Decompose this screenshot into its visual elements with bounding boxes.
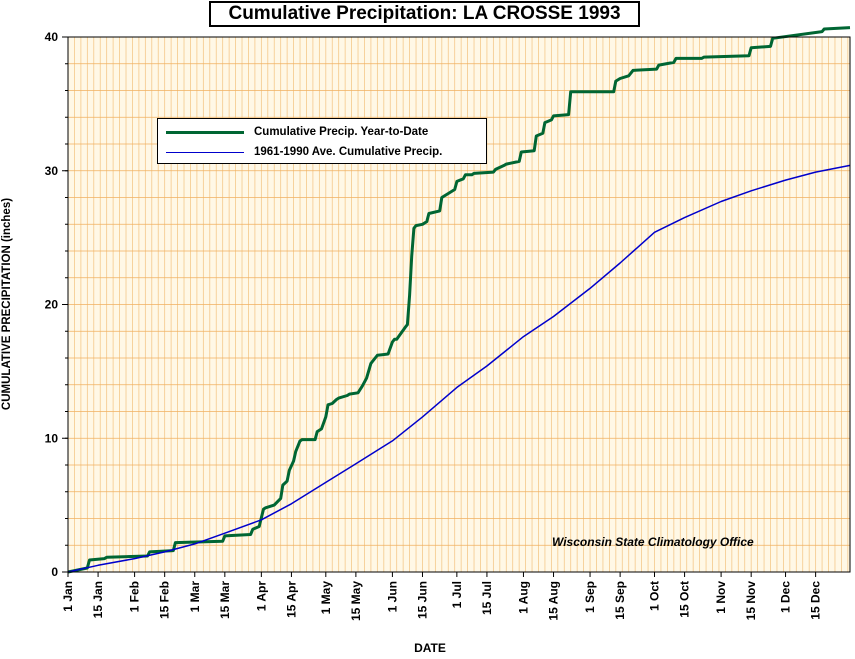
credit-annotation: Wisconsin State Climatology Office: [552, 535, 754, 549]
y-tick-label: 40: [45, 30, 59, 44]
y-axis-label: CUMULATIVE PRECIPITATION (inches): [1, 197, 13, 411]
x-tick-label: 1 Nov: [714, 581, 728, 614]
legend-swatch-ytd: [166, 130, 244, 134]
x-tick-label: 15 Aug: [547, 581, 561, 621]
chart-title: Cumulative Precipitation: LA CROSSE 1993: [228, 3, 621, 24]
series-line-average: [67, 164, 851, 573]
plot-frame: [67, 36, 851, 573]
x-tick-label: 15 Feb: [158, 581, 172, 619]
x-tick-label: 1 Apr: [254, 581, 268, 612]
legend: Cumulative Precip. Year-to-Date 1961-199…: [157, 118, 487, 164]
x-tick-label: 15 Dec: [809, 581, 823, 620]
axes: 0 10 20 30 40 1 Jan 15 Jan 1 Feb 15 Feb 1 Mar 15 M…: [45, 30, 851, 621]
y-tick-label: 30: [45, 164, 59, 178]
x-tick-label: 15 Mar: [218, 581, 232, 619]
x-tick-label: 15 Sep: [613, 581, 627, 620]
y-tick-label: 0: [51, 565, 58, 579]
x-tick-label: 15 May: [349, 581, 363, 621]
x-tick-label: 1 Sep: [583, 581, 597, 613]
legend-label-ytd: Cumulative Precip. Year-to-Date: [254, 126, 429, 138]
x-tick-label: 1 Jul: [450, 581, 464, 608]
grid: [67, 36, 850, 573]
legend-item-average: 1961-1990 Ave. Cumulative Precip.: [166, 144, 442, 160]
chart-title-box: Cumulative Precipitation: LA CROSSE 1993: [209, 1, 640, 27]
y-tick-label: 10: [45, 431, 59, 445]
x-tick-label: 1 Dec: [779, 581, 793, 613]
legend-label-average: 1961-1990 Ave. Cumulative Precip.: [254, 146, 443, 158]
x-axis-label: DATE: [414, 641, 446, 655]
x-tick-label: 1 Feb: [128, 581, 142, 612]
x-tick-label: 15 Jun: [415, 581, 429, 619]
x-tick-label: 1 May: [319, 581, 333, 615]
x-tick-label: 1 Jun: [385, 581, 399, 612]
x-tick-label: 15 Jan: [91, 581, 105, 618]
x-tick-label: 15 Nov: [744, 581, 758, 621]
x-tick-label: 1 Oct: [648, 581, 662, 611]
x-tick-label: 1 Aug: [516, 581, 530, 614]
x-tick-label: 15 Jul: [480, 581, 494, 615]
x-tick-label: 1 Jan: [61, 581, 75, 612]
series-line-year-to-date: [67, 26, 851, 574]
y-tick-label: 20: [45, 298, 59, 312]
x-tick-label: 15 Apr: [284, 581, 298, 618]
x-tick-label: 15 Oct: [678, 581, 692, 618]
legend-swatch-average: [166, 151, 244, 153]
series-lines: [67, 26, 851, 574]
x-tick-label: 1 Mar: [188, 581, 202, 613]
legend-item-ytd: Cumulative Precip. Year-to-Date: [166, 124, 428, 140]
